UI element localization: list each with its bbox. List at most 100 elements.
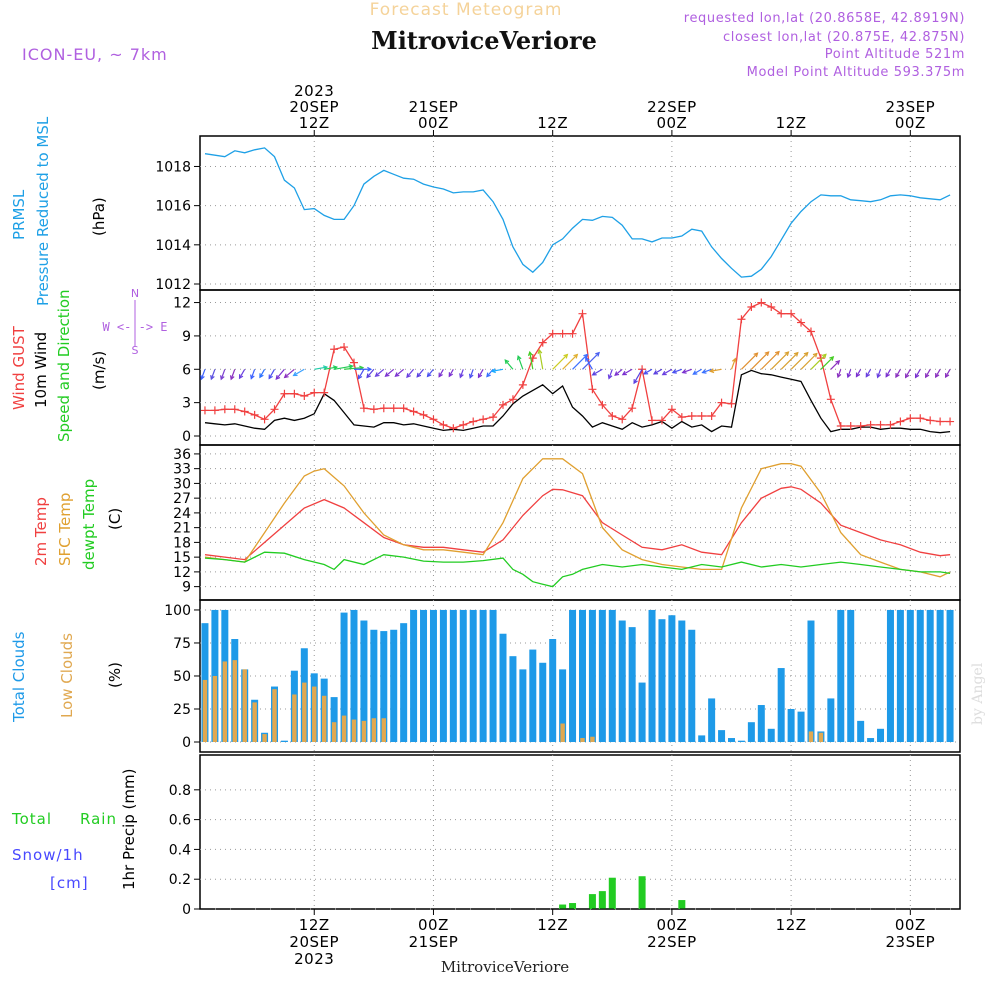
wind-direction-arrow <box>643 368 653 375</box>
wind-gust-marker <box>896 417 905 426</box>
total-clouds-bar <box>529 649 537 742</box>
wind-direction-arrowhead <box>477 373 483 379</box>
model-label: ICON-EU, ~ 7km <box>22 45 168 64</box>
wind-direction-arrowhead <box>229 375 235 381</box>
wind-direction-arrow <box>406 368 415 378</box>
wind-direction-arrow <box>314 366 328 370</box>
wind-direction-arrowhead <box>384 372 390 377</box>
wind-direction-arrow <box>572 354 588 370</box>
wind-direction-arrowhead <box>448 372 454 378</box>
wind-direction-arrow <box>653 368 663 375</box>
wind-gust-marker <box>946 417 955 426</box>
total-clouds-bar <box>608 609 616 742</box>
wind-direction-arrowhead <box>238 374 244 380</box>
y-tick-label: 25 <box>173 702 191 718</box>
total-clouds-bar <box>638 682 646 742</box>
bottom-time-tick-label: 12Z <box>299 916 330 934</box>
wind-direction-arrowhead <box>709 368 715 374</box>
y-tick-label: 3 <box>182 396 191 412</box>
wind-direction-arrowhead <box>563 353 569 359</box>
wind-gust-series-line <box>205 301 951 429</box>
total-clouds-bar <box>837 609 845 742</box>
wind-direction-arrowhead <box>692 370 698 375</box>
wind-direction-arrow <box>284 368 295 378</box>
wind-direction-arrow <box>710 368 722 372</box>
total-clouds-bar <box>509 656 517 742</box>
total-clouds-bar <box>936 609 944 742</box>
wind-direction-arrowhead <box>250 374 255 380</box>
wind-direction-arrow <box>395 368 405 377</box>
wind-direction-arrowhead <box>793 351 799 357</box>
total-clouds-bar <box>698 735 706 742</box>
total-clouds-bar <box>757 705 765 742</box>
wind-gust-marker <box>667 405 676 414</box>
y-tick-label: 9 <box>182 329 191 345</box>
total-clouds-bar <box>569 609 577 742</box>
wind-direction-arrow <box>662 368 673 376</box>
y-tick-label: 27 <box>173 491 191 507</box>
wind-direction-arrow <box>672 368 683 374</box>
wind-gust-marker <box>747 303 756 312</box>
y-tick-label: 24 <box>173 506 191 522</box>
station-title: MitroviceVeriore <box>371 26 597 55</box>
y-tick-label: 50 <box>173 669 191 685</box>
wind-gust-marker <box>409 407 418 416</box>
wind-direction-arrowhead <box>885 372 890 378</box>
wind-direction-arrow <box>538 349 544 370</box>
wind-direction-arrow <box>366 368 375 378</box>
total-clouds-bar <box>747 722 755 742</box>
wind-gust-marker <box>677 413 686 422</box>
wind-direction-arrow <box>529 351 534 370</box>
wind-gust-marker <box>707 411 716 420</box>
top-time-tick-label: 00Z <box>656 114 687 132</box>
top-time-tick-label: 12Z <box>299 114 330 132</box>
total-clouds-bar <box>330 697 338 742</box>
wind-direction-arrowhead <box>283 373 289 379</box>
wind-gust-marker <box>230 405 239 414</box>
top-time-tick-label: 00Z <box>895 114 926 132</box>
top-time-tick-label: 12Z <box>537 114 568 132</box>
wind-direction-arrowhead <box>774 350 780 356</box>
wind-gust-marker <box>588 385 597 394</box>
low-clouds-bar <box>222 661 228 742</box>
wind-direction-arrowhead <box>527 350 533 357</box>
wind-direction-arrow <box>741 352 758 370</box>
wind-gust-marker <box>220 405 229 414</box>
total-clouds-bar <box>559 669 567 742</box>
wind-direction-arrowhead <box>374 372 380 377</box>
wind-direction-arrowhead <box>701 369 707 374</box>
wind-gust-marker <box>648 416 657 425</box>
wind-direction-arrowhead <box>621 370 627 376</box>
wind-direction-arrow <box>682 368 692 374</box>
total-clouds-bar <box>578 609 586 742</box>
wind-gust-marker <box>300 391 309 400</box>
total-clouds-bar <box>459 609 467 742</box>
wind-gust-marker <box>767 303 776 312</box>
bottom-time-tick-label: 21SEP <box>409 933 459 951</box>
wind-direction-arrowhead <box>275 374 281 380</box>
wind-direction-arrow <box>905 368 911 378</box>
total-clouds-bar <box>370 629 378 742</box>
wind-direction-arrow <box>692 368 702 375</box>
total-clouds-bar <box>420 609 428 742</box>
wind-direction-arrowhead <box>614 371 620 377</box>
wind-direction-arrowhead <box>753 352 759 358</box>
footer-station: MitroviceVeriore <box>441 958 569 976</box>
wind-gust-marker <box>340 343 349 352</box>
low-clouds-bar <box>252 702 257 742</box>
bottom-time-tick-label: 22SEP <box>647 933 697 951</box>
snow-label: Snow/1h <box>12 846 84 864</box>
low-clouds-bar <box>341 715 347 742</box>
wind-direction-arrowhead <box>486 372 491 378</box>
pressure-unit-label: (hPa) <box>90 197 108 236</box>
wind-gust-marker <box>310 388 319 397</box>
temp-dewpt-series-line <box>204 551 951 588</box>
total-clouds-bar <box>549 639 557 742</box>
meteogram-top-title: Forecast Meteogram <box>370 0 563 20</box>
wind-direction-arrowhead <box>367 366 373 372</box>
wind-direction-arrow <box>633 368 643 384</box>
wind-direction-arrow <box>865 368 872 377</box>
wind-gust-marker <box>419 410 428 419</box>
total-clouds-bar <box>360 620 368 742</box>
rain-bar <box>588 894 596 909</box>
